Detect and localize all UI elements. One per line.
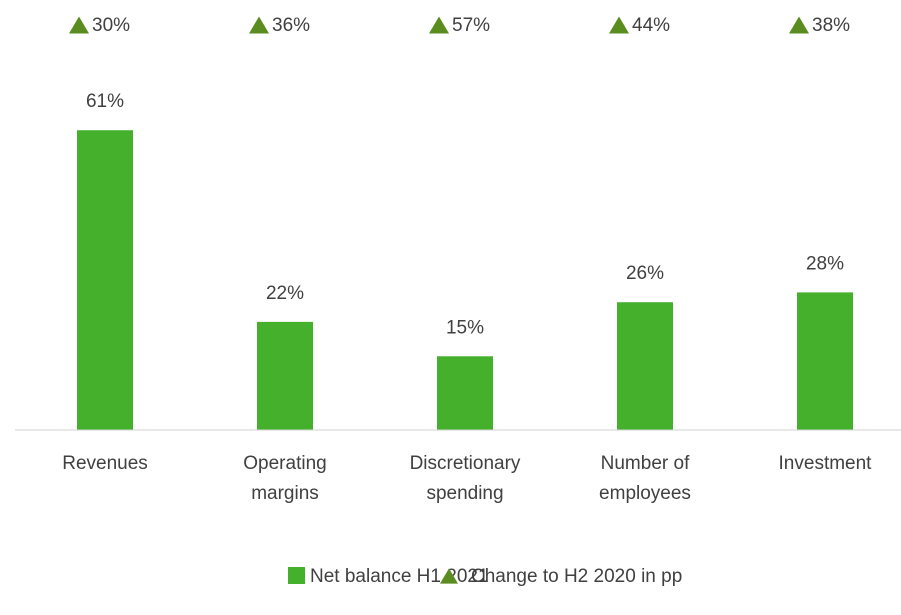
bar: [257, 321, 313, 430]
x-tick-label: Number of: [601, 453, 690, 474]
change-label: 36%: [272, 15, 310, 36]
x-tick-label: Discretionary: [410, 453, 521, 474]
legend-label: Change to H2 2020 in pp: [471, 566, 682, 587]
change-marker: [429, 16, 449, 34]
bar: [437, 356, 493, 430]
change-label: 30%: [92, 15, 130, 36]
bar: [797, 292, 853, 430]
x-tick-label: Revenues: [62, 453, 148, 474]
x-tick-label: Operating: [243, 453, 326, 474]
legend-marker: [440, 568, 458, 584]
legend-label: Net balance H1 2021: [310, 566, 489, 587]
value-label: 61%: [86, 91, 124, 112]
x-tick-label: margins: [251, 483, 319, 504]
x-tick-label: Investment: [779, 453, 873, 474]
value-label: 15%: [446, 317, 484, 338]
value-label: 22%: [266, 283, 304, 304]
bar: [617, 302, 673, 430]
change-marker: [249, 16, 269, 34]
change-label: 57%: [452, 15, 490, 36]
value-label: 28%: [806, 253, 844, 274]
value-label: 26%: [626, 263, 664, 284]
change-label: 44%: [632, 15, 670, 36]
bar: [77, 130, 133, 430]
change-label: 38%: [812, 15, 850, 36]
change-marker: [609, 16, 629, 34]
change-marker: [789, 16, 809, 34]
x-tick-label: spending: [426, 483, 503, 504]
change-marker: [69, 16, 89, 34]
legend-marker: [288, 567, 305, 584]
x-tick-label: employees: [599, 483, 691, 504]
